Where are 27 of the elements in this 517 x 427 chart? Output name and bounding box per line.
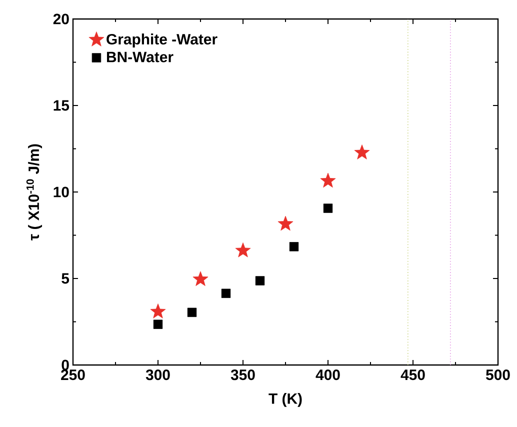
y-tick-label: 0 <box>62 360 69 370</box>
y-tick-label: 10 <box>54 186 69 198</box>
point <box>323 204 333 213</box>
point <box>153 320 163 329</box>
x-tick-label: 450 <box>400 370 425 380</box>
legend-label: BN-Water <box>106 52 174 62</box>
point <box>255 276 265 286</box>
y-tick-label: 15 <box>54 100 70 111</box>
x-tick-label: 400 <box>316 370 340 380</box>
point <box>320 172 336 188</box>
x-tick-label: 300 <box>146 370 170 380</box>
y-tick-label: 5 <box>62 273 70 284</box>
x-tick-label: 250 <box>61 370 85 380</box>
y-axis-title: τ ( X10$^{-10}$ J/m) <box>26 144 42 240</box>
x-tick-label: 500 <box>486 370 510 380</box>
y-tick-label: 20 <box>53 14 69 24</box>
point <box>221 288 231 298</box>
x-axis-title: T (K) <box>268 392 302 407</box>
point <box>150 304 166 318</box>
point <box>235 242 251 258</box>
point <box>278 216 294 231</box>
x-tick-label: 350 <box>230 370 255 380</box>
point <box>289 242 299 252</box>
point <box>187 308 197 318</box>
legend-label: Graphite -Water <box>106 34 218 48</box>
point <box>192 271 208 286</box>
point <box>354 144 370 160</box>
